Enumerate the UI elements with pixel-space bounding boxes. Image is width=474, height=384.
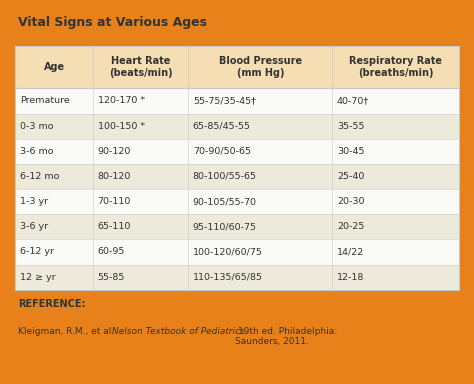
Text: Heart Rate
(beats/min): Heart Rate (beats/min) — [109, 56, 173, 78]
Text: 30-45: 30-45 — [337, 147, 365, 156]
Text: 3-6 yr: 3-6 yr — [20, 222, 48, 231]
Text: REFERENCE:: REFERENCE: — [18, 299, 85, 309]
Text: 19th ed. Philadelphia:
Saunders, 2011.: 19th ed. Philadelphia: Saunders, 2011. — [235, 327, 337, 346]
Text: 14/22: 14/22 — [337, 247, 364, 257]
Bar — [15, 265, 459, 290]
Text: Nelson Textbook of Pediatrics.: Nelson Textbook of Pediatrics. — [112, 327, 248, 336]
Text: Age: Age — [44, 62, 65, 72]
Text: 70-110: 70-110 — [98, 197, 131, 206]
Bar — [15, 239, 459, 265]
Text: 100-120/60/75: 100-120/60/75 — [193, 247, 263, 257]
Bar — [15, 114, 459, 139]
Text: Premature: Premature — [20, 96, 70, 106]
Text: Vital Signs at Various Ages: Vital Signs at Various Ages — [18, 16, 207, 29]
Text: 35-55: 35-55 — [337, 122, 365, 131]
Text: 80-120: 80-120 — [98, 172, 131, 181]
Text: 3-6 mo: 3-6 mo — [20, 147, 54, 156]
Text: Respiratory Rate
(breaths/min): Respiratory Rate (breaths/min) — [349, 56, 442, 78]
Text: 6-12 mo: 6-12 mo — [20, 172, 59, 181]
Text: 70-90/50-65: 70-90/50-65 — [193, 147, 251, 156]
Text: 25-40: 25-40 — [337, 172, 364, 181]
Text: 20-30: 20-30 — [337, 197, 365, 206]
Text: 1-3 yr: 1-3 yr — [20, 197, 48, 206]
Text: 65-85/45-55: 65-85/45-55 — [193, 122, 251, 131]
Text: 20-25: 20-25 — [337, 222, 364, 231]
Bar — [15, 46, 459, 88]
Text: 120-170 *: 120-170 * — [98, 96, 145, 106]
Text: 0-3 mo: 0-3 mo — [20, 122, 54, 131]
Bar — [15, 46, 459, 290]
Bar — [15, 164, 459, 189]
Text: 90-120: 90-120 — [98, 147, 131, 156]
Text: 40-70†: 40-70† — [337, 96, 369, 106]
Text: 100-150 *: 100-150 * — [98, 122, 145, 131]
Bar — [15, 214, 459, 239]
Text: 12 ≥ yr: 12 ≥ yr — [20, 273, 55, 281]
Text: 55-85: 55-85 — [98, 273, 125, 281]
Bar — [15, 189, 459, 214]
Text: Kleigman, R.M., et al.: Kleigman, R.M., et al. — [18, 327, 117, 336]
Text: 90-105/55-70: 90-105/55-70 — [193, 197, 257, 206]
Text: 95-110/60-75: 95-110/60-75 — [193, 222, 257, 231]
Text: 6-12 yr: 6-12 yr — [20, 247, 54, 257]
Text: 110-135/65/85: 110-135/65/85 — [193, 273, 263, 281]
Bar — [15, 139, 459, 164]
Text: 80-100/55-65: 80-100/55-65 — [193, 172, 257, 181]
Text: 60-95: 60-95 — [98, 247, 125, 257]
Text: 12-18: 12-18 — [337, 273, 364, 281]
Text: 55-75/35-45†: 55-75/35-45† — [193, 96, 256, 106]
Text: Blood Pressure
(mm Hg): Blood Pressure (mm Hg) — [219, 56, 302, 78]
Bar — [15, 88, 459, 114]
Text: 65-110: 65-110 — [98, 222, 131, 231]
